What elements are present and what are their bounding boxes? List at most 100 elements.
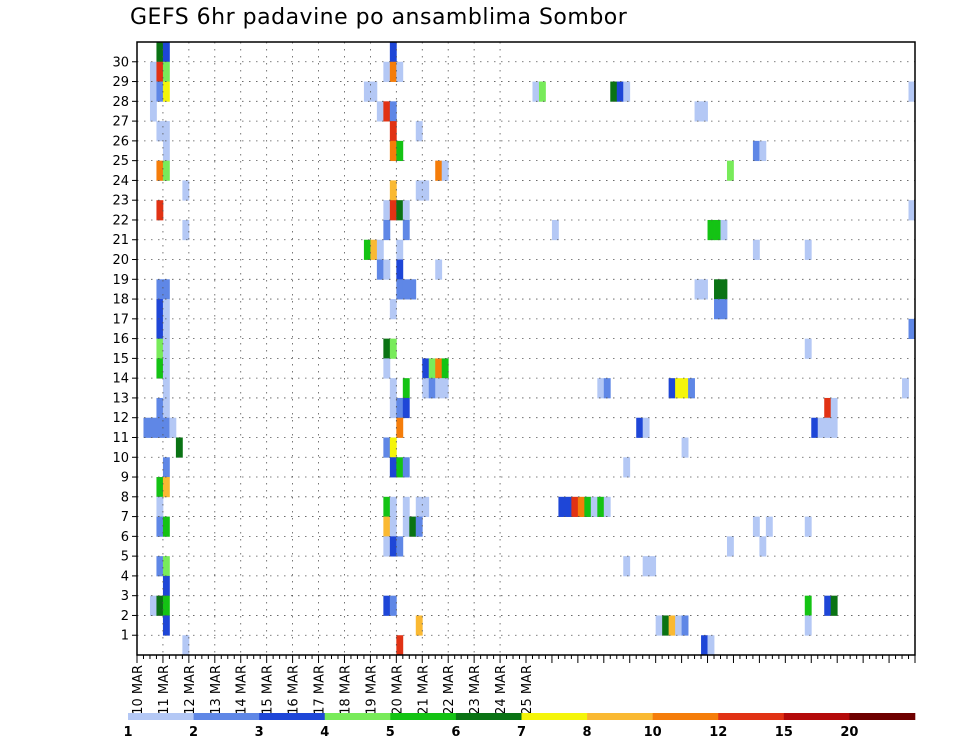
heatmap-cell (389, 496, 397, 517)
heatmap-cell (396, 239, 404, 260)
heatmap-cell (824, 397, 832, 419)
y-tick-label: 7 (121, 510, 129, 525)
y-tick-label: 17 (112, 312, 129, 327)
colorbar-segment (587, 713, 653, 720)
x-tick-label: 18 MAR (338, 665, 353, 715)
y-tick-label: 20 (112, 253, 129, 268)
colorbar-label: 6 (451, 725, 460, 740)
colorbar-segment (128, 713, 194, 720)
heatmap-cell (162, 299, 170, 320)
heatmap-cell (389, 180, 397, 201)
y-tick-label: 24 (112, 174, 129, 189)
heatmap-cell (402, 516, 410, 537)
heatmap-cell (162, 61, 170, 82)
heatmap-cell (396, 259, 404, 280)
heatmap-cell (376, 101, 384, 122)
colorbar: 1 2 3 4 5 6 7 8 10 12 15 20 (123, 713, 916, 740)
heatmap-cell (415, 615, 423, 636)
colorbar-segment (259, 713, 326, 720)
heatmap-cell (396, 279, 404, 300)
heatmap-cell (422, 358, 430, 379)
heatmap-cell (623, 457, 631, 478)
y-tick-label: 30 (112, 55, 129, 70)
x-tick-label: 25 MAR (520, 665, 535, 715)
x-tick-label: 17 MAR (313, 665, 328, 715)
heatmap-cell (824, 595, 832, 616)
y-tick-label: 9 (121, 471, 129, 486)
y-tick-label: 1 (121, 629, 129, 644)
heatmap-cell (804, 615, 812, 636)
heatmap-cell (804, 516, 812, 537)
heatmap-cell (396, 635, 404, 656)
heatmap-cell (156, 42, 164, 63)
heatmap-cell (149, 101, 157, 122)
heatmap-cell (370, 81, 378, 102)
x-tick-label: 10 MAR (131, 665, 146, 715)
y-tick-label: 6 (121, 530, 129, 545)
heatmap-cell (415, 496, 423, 517)
heatmap-cell (908, 200, 916, 221)
heatmap-cell (720, 219, 728, 241)
cells-layer (143, 42, 916, 656)
heatmap-cell (538, 81, 546, 102)
heatmap-cell (616, 81, 624, 102)
heatmap-cell (156, 556, 164, 577)
heatmap-cell (376, 239, 384, 260)
y-tick-label: 28 (112, 95, 129, 110)
heatmap-cell (389, 42, 397, 63)
heatmap-cell (162, 397, 170, 419)
heatmap-cell (584, 496, 592, 517)
heatmap-cell (726, 160, 734, 181)
heatmap-cell (441, 160, 449, 181)
x-tick-label: 21 MAR (416, 665, 431, 715)
heatmap-cell (681, 437, 689, 458)
heatmap-cell (383, 338, 391, 359)
heatmap-cell (389, 536, 397, 557)
heatmap-cell (363, 239, 371, 260)
heatmap-cell (649, 556, 657, 577)
heatmap-cell (162, 417, 170, 438)
colorbar-segment (455, 713, 522, 720)
heatmap-cell (169, 417, 177, 438)
y-tick-label: 25 (112, 154, 129, 169)
heatmap-cell (396, 140, 404, 162)
heatmap-cell (149, 61, 157, 82)
heatmap-cell (415, 516, 423, 537)
y-tick-label: 8 (121, 490, 129, 505)
heatmap-cell (441, 358, 449, 379)
heatmap-cell (577, 496, 585, 517)
heatmap-cell (156, 279, 164, 300)
heatmap-cell (642, 417, 650, 438)
heatmap-cell (694, 101, 702, 122)
heatmap-cell (551, 219, 559, 241)
heatmap-cell (389, 140, 397, 162)
heatmap-cell (396, 417, 404, 438)
y-tick-label: 2 (121, 609, 129, 624)
x-tick-label: 23 MAR (468, 665, 483, 715)
heatmap-cell (149, 417, 157, 438)
heatmap-cell (681, 378, 689, 399)
colorbar-label: 10 (644, 725, 662, 740)
colorbar-segment (324, 713, 391, 720)
heatmap-cell (804, 239, 812, 260)
heatmap-cell (830, 417, 838, 438)
heatmap-cell (830, 397, 838, 419)
heatmap-cell (383, 101, 391, 122)
y-tick-label: 23 (112, 194, 129, 209)
heatmap-cell (383, 496, 391, 517)
x-tick-label: 12 MAR (183, 665, 198, 715)
heatmap-cell (817, 417, 825, 438)
heatmap-cell (590, 496, 598, 517)
y-tick-label: 18 (112, 293, 129, 308)
heatmap-cell (532, 81, 540, 102)
heatmap-cell (902, 378, 909, 399)
heatmap-cell (759, 140, 767, 162)
heatmap-cell (162, 279, 170, 300)
heatmap-cell (383, 437, 391, 458)
heatmap-cell (675, 378, 682, 399)
heatmap-cell (701, 635, 708, 656)
heatmap-cell (422, 180, 430, 201)
heatmap-cell (714, 279, 721, 300)
heatmap-cell (162, 615, 170, 636)
